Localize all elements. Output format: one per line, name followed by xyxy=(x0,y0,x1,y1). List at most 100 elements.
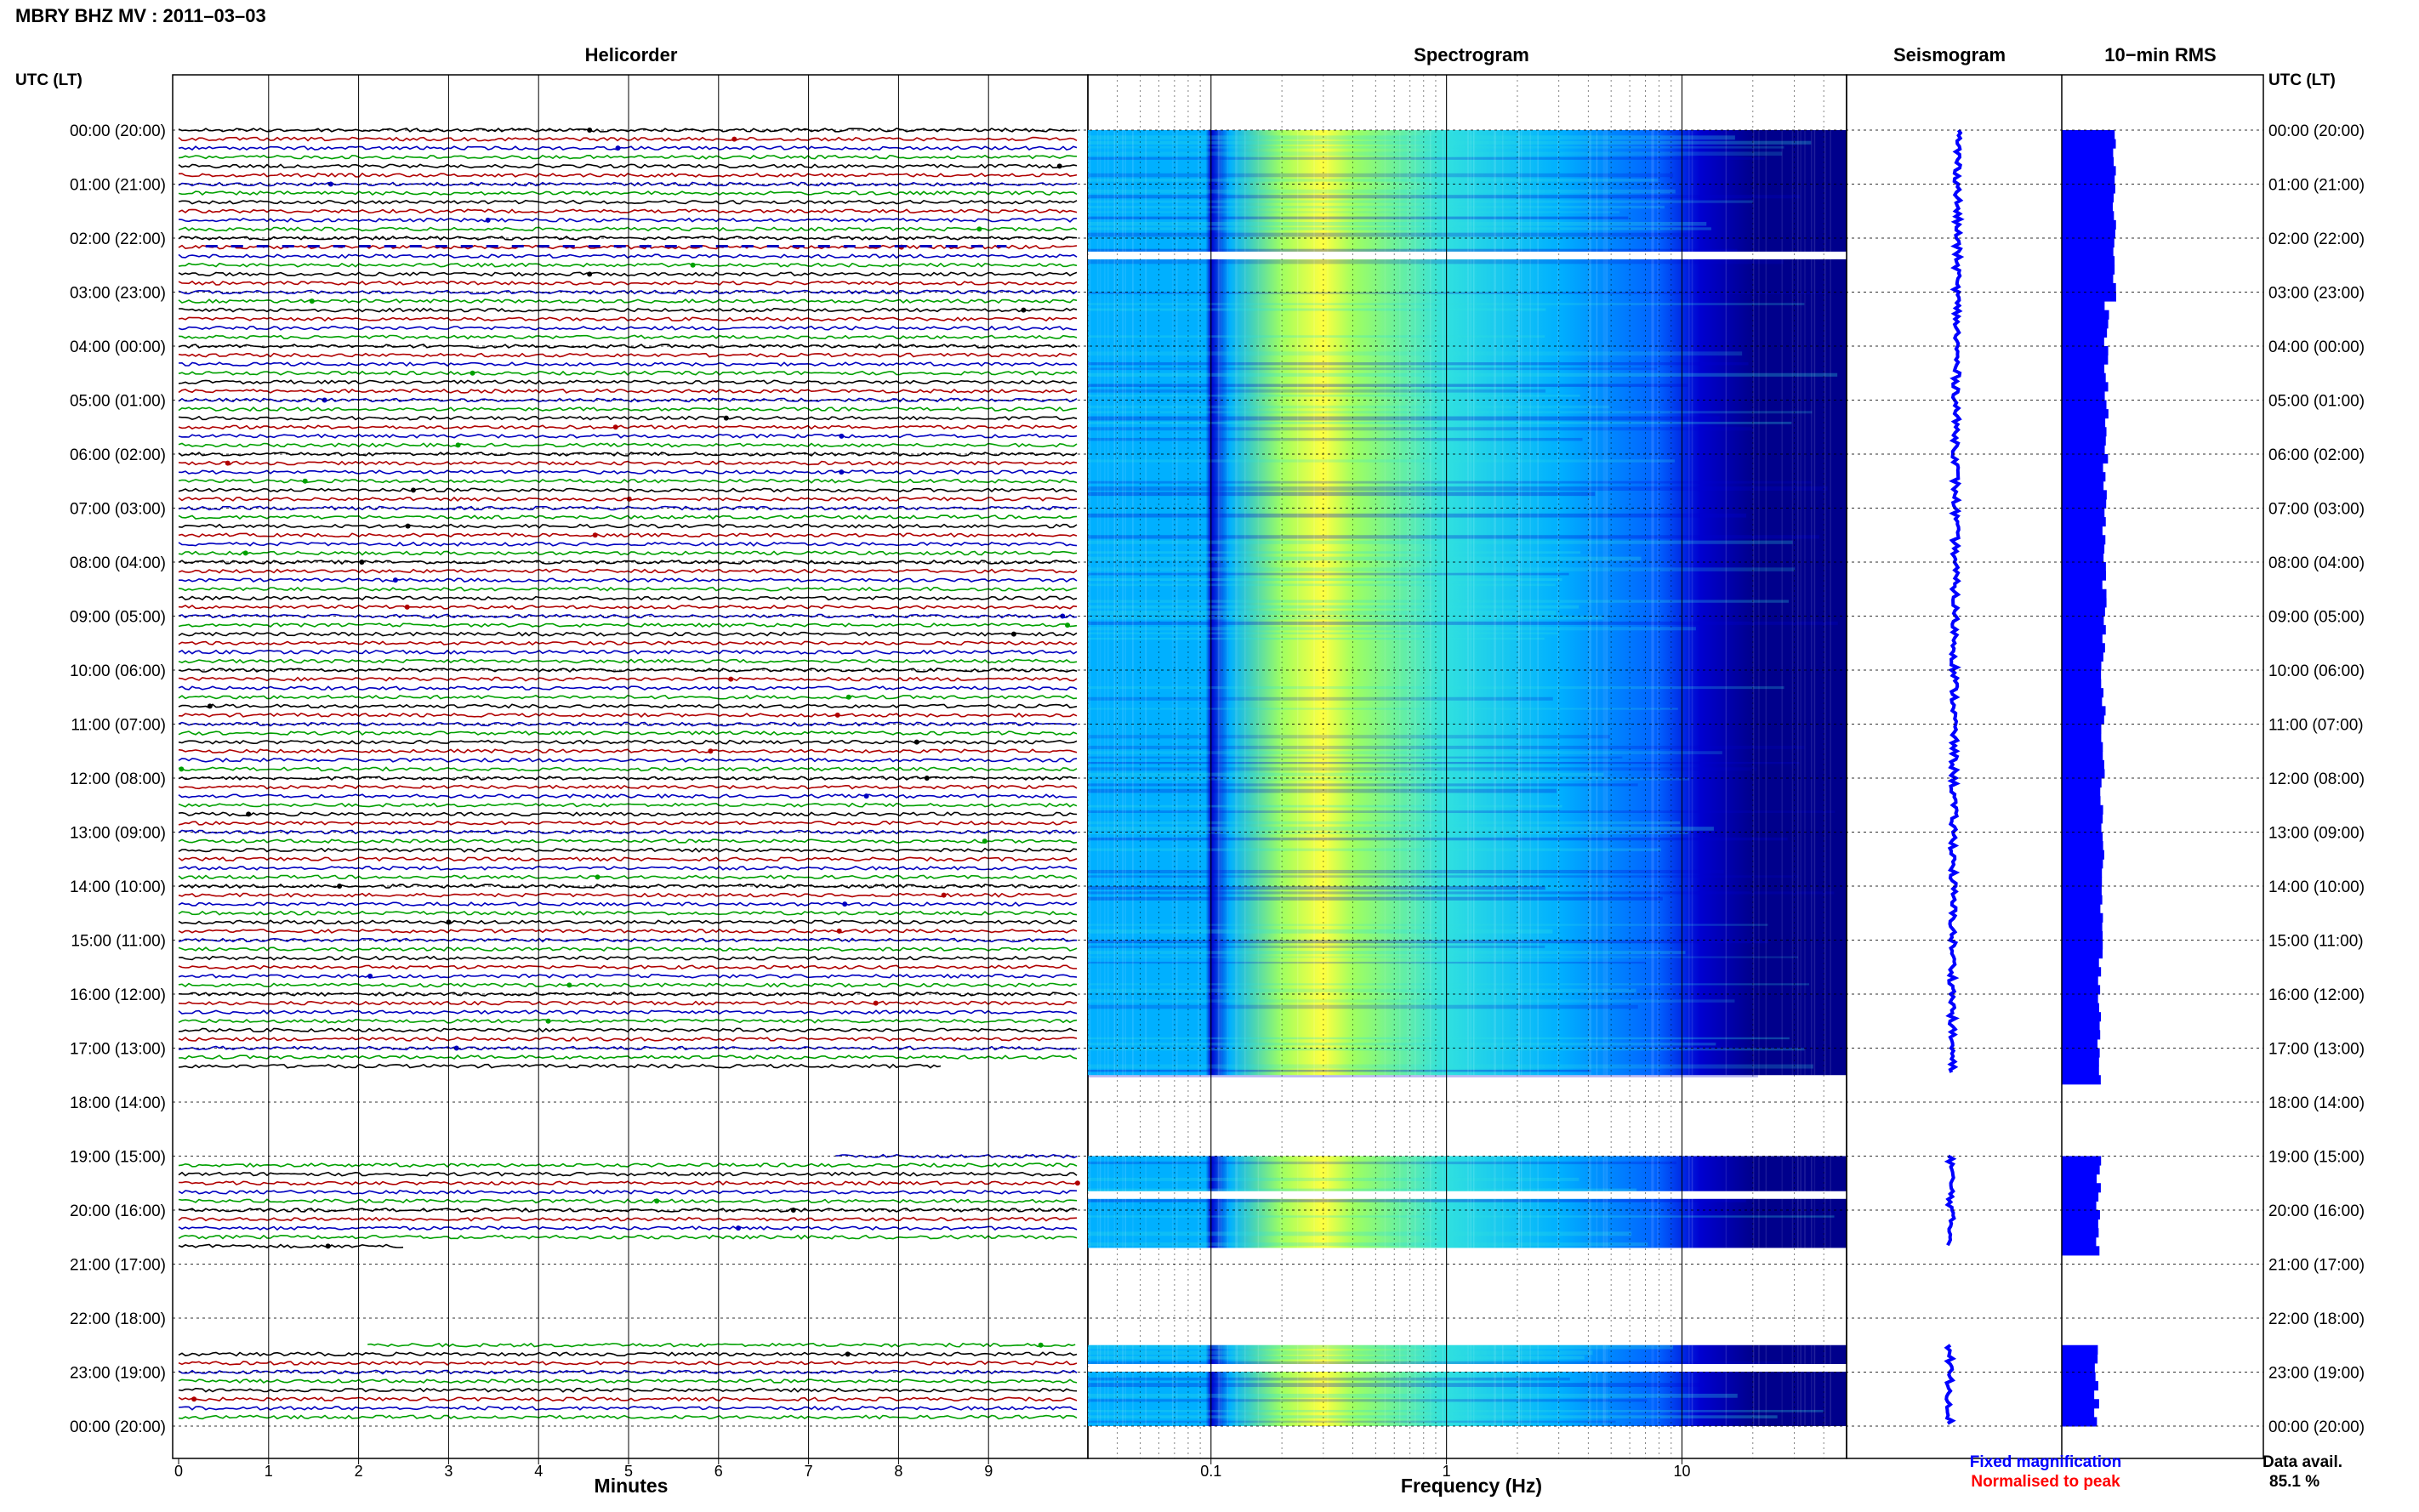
rms-bar xyxy=(2062,1066,2099,1076)
rms-bar xyxy=(2062,706,2106,716)
spectrogram-stripe xyxy=(1588,130,1591,1076)
minute-tick-label: 1 xyxy=(265,1463,273,1480)
helicorder-trace xyxy=(178,1171,1078,1177)
spectrogram-streak xyxy=(1088,492,1596,497)
spectrogram-stripe xyxy=(1313,1156,1315,1248)
rms-bar xyxy=(2062,1174,2097,1184)
helicorder-trace xyxy=(178,334,1078,340)
helicorder-trace xyxy=(178,604,1078,610)
helicorder-trace xyxy=(178,568,1078,574)
spectrogram-streak xyxy=(1088,810,1836,814)
helicorder-trace xyxy=(178,289,1078,295)
seismogram-trace xyxy=(1944,1154,1957,1247)
spectrogram-streak xyxy=(1088,216,1629,219)
spectrogram-stripe xyxy=(1414,130,1416,1076)
spectrogram-streak xyxy=(1088,1043,1716,1046)
helicorder-event xyxy=(367,973,373,979)
spectrogram-streak xyxy=(1088,1064,1813,1069)
time-label-right: 22:00 (18:00) xyxy=(2268,1310,2365,1328)
spectrogram-stripe xyxy=(1442,1156,1444,1248)
spectrogram-stripe xyxy=(1781,1344,1783,1426)
helicorder-trace xyxy=(178,802,1078,808)
helicorder-event xyxy=(1010,631,1016,637)
spectrogram-stripe xyxy=(1824,1344,1826,1426)
rms-bar xyxy=(2062,1372,2096,1382)
spectrogram-streak xyxy=(1088,395,1580,397)
spectrogram-streak xyxy=(1088,951,1686,954)
rms-bar xyxy=(2062,193,2114,203)
spectrogram-streak xyxy=(1088,384,1688,387)
helicorder-trace xyxy=(178,595,1078,601)
spectrogram-stripe xyxy=(1235,1344,1237,1426)
spectrogram-stripe xyxy=(1089,1344,1091,1426)
helicorder-trace xyxy=(178,703,1078,709)
time-label-left: 02:00 (22:00) xyxy=(70,230,166,248)
seismogram-panel xyxy=(1846,74,2264,1459)
spectrogram-streak xyxy=(1088,179,1658,182)
spectrogram-stripe xyxy=(1407,130,1409,1076)
rms-bar xyxy=(2062,1003,2099,1013)
spectrogram-streak xyxy=(1088,837,1788,841)
rms-bar xyxy=(2062,1075,2101,1085)
frequency-tick-label: 10 xyxy=(1673,1463,1690,1480)
spectrogram-streak xyxy=(1088,1004,1638,1009)
frequency-tick-label: 1 xyxy=(1443,1463,1451,1480)
spectrogram-streak xyxy=(1088,416,1720,421)
rms-bar xyxy=(2062,202,2113,212)
rms-bar xyxy=(2062,886,2102,896)
spectrogram-stripe xyxy=(1145,1344,1147,1426)
helicorder-trace xyxy=(178,892,1078,898)
time-label-left: 17:00 (13:00) xyxy=(70,1041,166,1059)
rms-bar xyxy=(2062,526,2103,536)
helicorder-event xyxy=(207,703,213,709)
spectrogram-streak xyxy=(1088,1069,1591,1072)
helicorder-trace xyxy=(178,910,1078,916)
spectrogram-stripe xyxy=(1407,1156,1409,1248)
rms-bar xyxy=(2062,696,2103,707)
spectrogram-streak xyxy=(1088,891,1835,895)
spectrogram-stripe xyxy=(1518,1156,1520,1248)
spectrogram-streak xyxy=(1088,832,1689,834)
spectrogram-streak xyxy=(1088,572,1569,576)
spectrogram-title: Spectrogram xyxy=(1414,44,1529,65)
time-label-right: 14:00 (10:00) xyxy=(2268,878,2365,896)
time-label-left: 11:00 (07:00) xyxy=(71,717,166,735)
rms-bar xyxy=(2062,1048,2100,1058)
rms-bar xyxy=(2062,1210,2100,1220)
spectrogram-streak xyxy=(1088,621,1838,625)
rms-bar xyxy=(2062,535,2106,545)
spectrogram-streak xyxy=(1088,1415,1778,1418)
rms-bar xyxy=(2062,292,2116,302)
spectrogram-streak xyxy=(1088,616,1603,620)
helicorder-event xyxy=(612,424,618,430)
time-label-right: 18:00 (14:00) xyxy=(2268,1094,2365,1112)
spectrogram-stripe xyxy=(1218,1156,1221,1248)
spectrogram-streak xyxy=(1088,605,1579,609)
spectrogram-stripe xyxy=(1502,1344,1504,1426)
helicorder-trace xyxy=(178,992,1078,998)
helicorder-event xyxy=(545,1018,551,1024)
time-label-left: 01:00 (21:00) xyxy=(70,177,166,195)
helicorder-trace xyxy=(178,1405,1078,1411)
spectrogram-streak xyxy=(1088,1383,1705,1387)
helicorder-event xyxy=(615,145,621,151)
spectrogram-stripe xyxy=(1124,1344,1127,1426)
spectrogram-streak xyxy=(1088,848,1661,851)
helicorder-event xyxy=(587,271,593,277)
spectrogram-streak xyxy=(1088,756,1623,759)
spectrogram-streak xyxy=(1088,1420,1616,1423)
spectrogram-streak xyxy=(1088,551,1581,554)
spectrogram-stripe xyxy=(1765,1156,1767,1248)
spectrogram-stripe xyxy=(1107,130,1109,1076)
frequency-tick-label: 0.1 xyxy=(1200,1463,1221,1480)
rms-bar xyxy=(2062,1038,2098,1049)
rms-bar xyxy=(2062,319,2109,329)
rms-bar xyxy=(2062,742,2103,752)
spectrogram-stripe xyxy=(1217,130,1220,1076)
helicorder-event xyxy=(1056,163,1062,169)
helicorder-trace xyxy=(178,1216,1078,1222)
rms-bar xyxy=(2062,643,2105,653)
rms-bar xyxy=(2062,174,2115,185)
helicorder-trace xyxy=(178,919,1078,925)
